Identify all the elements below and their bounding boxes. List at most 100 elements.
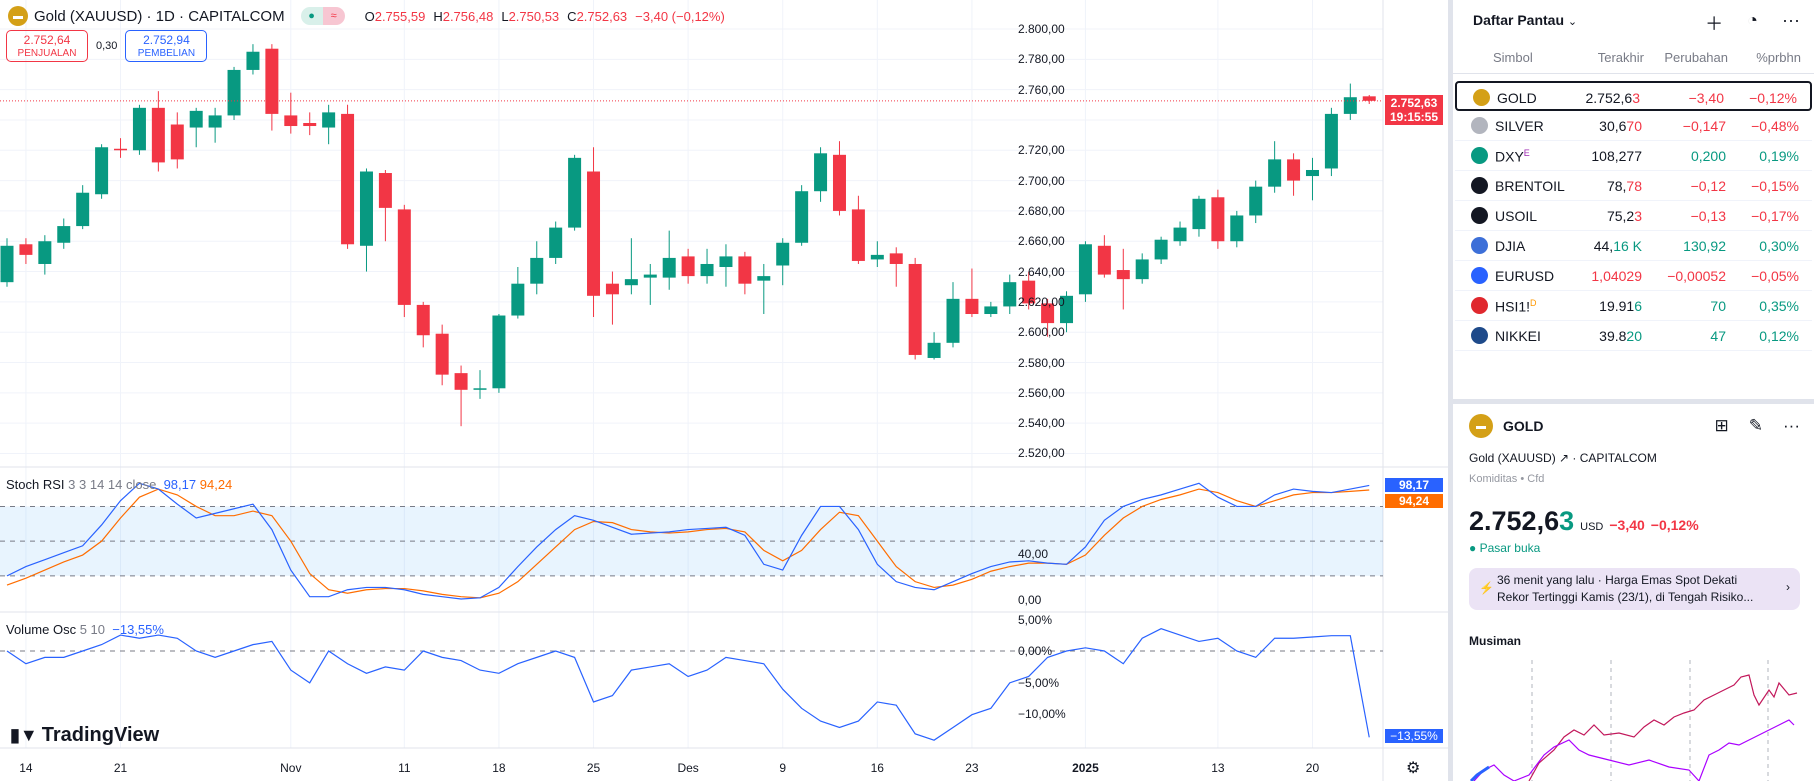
oil-drop-icon: [1471, 177, 1488, 194]
candle-body: [1249, 186, 1263, 216]
stoch-d-tag: 94,24: [1385, 494, 1443, 508]
row-change-pct: −0,17%: [1751, 208, 1799, 224]
chart-canvas[interactable]: [0, 0, 1448, 781]
candle-body: [170, 124, 184, 160]
watchlist-row-djia[interactable]: DJIA 44,16 K 130,92 0,30%: [1455, 231, 1812, 261]
candle-body: [908, 263, 922, 355]
watchlist-row-dxy[interactable]: DXYE 108,277 0,200 0,19%: [1455, 141, 1812, 171]
candle-body: [19, 244, 33, 255]
external-link-icon[interactable]: ↗: [1559, 451, 1570, 465]
row-change-pct: 0,19%: [1759, 148, 1799, 164]
market-open-dot-icon: ●: [300, 7, 323, 25]
news-headline: Harga Emas Spot Dekati Rekor Tertinggi K…: [1497, 573, 1754, 604]
last-tick: 70: [1626, 118, 1642, 134]
candle-body: [1041, 303, 1055, 324]
candle-body: [719, 256, 733, 268]
buy-button[interactable]: 2.752,94 PEMBELIAN: [125, 30, 208, 62]
sell-button[interactable]: 2.752,64 PENJUALAN: [6, 30, 88, 62]
seasonal-chart[interactable]: [1469, 655, 1809, 781]
add-symbol-icon[interactable]: ＋: [1705, 14, 1724, 34]
watchlist-row-nikkei[interactable]: NIKKEI 39.820 47 0,12%: [1455, 321, 1812, 351]
last-main: 108,277: [1591, 148, 1642, 164]
hk-icon: [1471, 297, 1488, 314]
candle-body: [889, 253, 903, 264]
row-change: 0,200: [1690, 148, 1726, 164]
watchlist-row-silver[interactable]: SILVER 30,670 −0,147 −0,48%: [1455, 111, 1812, 141]
watchlist-row-hsi1[interactable]: HSI1!D 19.916 70 0,35%: [1455, 291, 1812, 321]
watchlist-row-gold[interactable]: GOLD 2.752,63 −3,40 −0,12%: [1455, 81, 1812, 111]
candle-body: [435, 333, 449, 375]
details-name[interactable]: Gold (XAUUSD): [1469, 451, 1556, 465]
chart-area[interactable]: ▬ Gold (XAUUSD) · 1D · CAPITALCOM ● ≈ O2.…: [0, 0, 1448, 781]
col-symbol[interactable]: Simbol: [1493, 50, 1533, 65]
tradingview-logo[interactable]: ▮▼ TradingView: [10, 724, 159, 747]
candle-body: [700, 263, 714, 277]
price-axis-label: 2.640,00: [1018, 264, 1065, 279]
col-change[interactable]: Perubahan: [1664, 50, 1728, 65]
row-change: 130,92: [1683, 238, 1726, 254]
gold-bar-icon: [1473, 89, 1490, 106]
candle-body: [76, 192, 90, 227]
chevron-down-icon: ⌄: [1567, 16, 1578, 28]
news-item[interactable]: ⚡ 36 menit yang lalu · Harga Emas Spot D…: [1469, 568, 1800, 610]
sell-label: PENJUALAN: [17, 48, 77, 59]
volosc-title: Volume Osc: [6, 622, 77, 637]
watchlist-title[interactable]: Daftar Pantau ⌄: [1473, 12, 1577, 28]
market-status-pill[interactable]: ● ≈: [300, 7, 345, 25]
symbol-legend: ▬ Gold (XAUUSD) · 1D · CAPITALCOM ● ≈ O2.…: [8, 6, 725, 26]
volume-osc-legend[interactable]: Volume Osc 5 10 −13,55%: [6, 622, 164, 637]
symbol-name: DJIA: [1495, 238, 1526, 254]
candle-body: [1154, 239, 1168, 260]
more-options-icon[interactable]: ···: [1783, 416, 1800, 435]
time-axis-label: 20: [1305, 761, 1320, 775]
candle-body: [870, 254, 884, 260]
grid-layout-icon[interactable]: ⊞: [1714, 416, 1729, 435]
stoch-rsi-legend[interactable]: Stoch RSI 3 3 14 14 close 98,17 94,24: [6, 477, 232, 492]
row-change-pct: −0,15%: [1751, 178, 1799, 194]
open-label: O: [364, 8, 375, 24]
row-symbol: HSI1!D: [1495, 298, 1537, 315]
candle-body: [114, 148, 128, 151]
col-last[interactable]: Terakhir: [1597, 50, 1644, 65]
nikkei-225-icon: [1471, 327, 1488, 344]
symbol-name: NIKKEI: [1495, 328, 1541, 344]
candle-body: [1022, 280, 1036, 304]
candle-body: [397, 209, 411, 305]
watchlist-row-eurusd[interactable]: EURUSD 1,04029 −0,00052 −0,05%: [1455, 261, 1812, 291]
row-change: −0,13: [1690, 208, 1726, 224]
watchlist-row-usoil[interactable]: USOIL 75,23 −0,13 −0,17%: [1455, 201, 1812, 231]
watchlist-title-text: Daftar Pantau: [1473, 12, 1565, 28]
candle-body: [1135, 259, 1149, 280]
candle-body: [378, 173, 392, 208]
row-change: −3,40: [1688, 90, 1724, 106]
panel-divider[interactable]: [1453, 399, 1814, 404]
candle-body: [1078, 244, 1092, 295]
gold-bar-icon: ▬: [1469, 414, 1493, 438]
row-symbol: GOLD: [1497, 90, 1537, 106]
row-last: 78,78: [1607, 178, 1642, 194]
stoch-k-tag: 98,17: [1385, 478, 1443, 492]
stoch-k-value: 98,17: [163, 477, 197, 492]
candle-body: [814, 153, 828, 192]
candle-body: [284, 115, 298, 127]
row-change: −0,00052: [1667, 268, 1726, 284]
row-change: 47: [1710, 328, 1726, 344]
price-axis-label: 2.780,00: [1018, 52, 1065, 67]
watchlist-row-brentoil[interactable]: BRENTOIL 78,78 −0,12 −0,15%: [1455, 171, 1812, 201]
symbol-title[interactable]: Gold (XAUUSD) · 1D · CAPITALCOM: [34, 7, 285, 25]
row-change-pct: 0,30%: [1759, 238, 1799, 254]
candle-body: [1287, 159, 1301, 181]
more-options-icon[interactable]: ···: [1782, 10, 1800, 30]
us-flag-icon: [1471, 237, 1488, 254]
change-value: −3,40 (−0,12%): [635, 8, 725, 24]
time-axis-label: 14: [19, 761, 33, 775]
details-category: Komiditas: [1469, 473, 1518, 485]
candle-body: [38, 241, 52, 264]
edit-icon[interactable]: ✎: [1748, 416, 1764, 435]
candle-body: [322, 112, 336, 128]
candle-body: [1362, 96, 1376, 101]
col-change-pct[interactable]: %prbhn: [1756, 50, 1801, 65]
pie-chart-icon[interactable]: ◔: [1747, 10, 1759, 30]
seasonal-line-blue: [1469, 765, 1490, 781]
settings-gear-icon[interactable]: ⚙: [1406, 760, 1421, 777]
